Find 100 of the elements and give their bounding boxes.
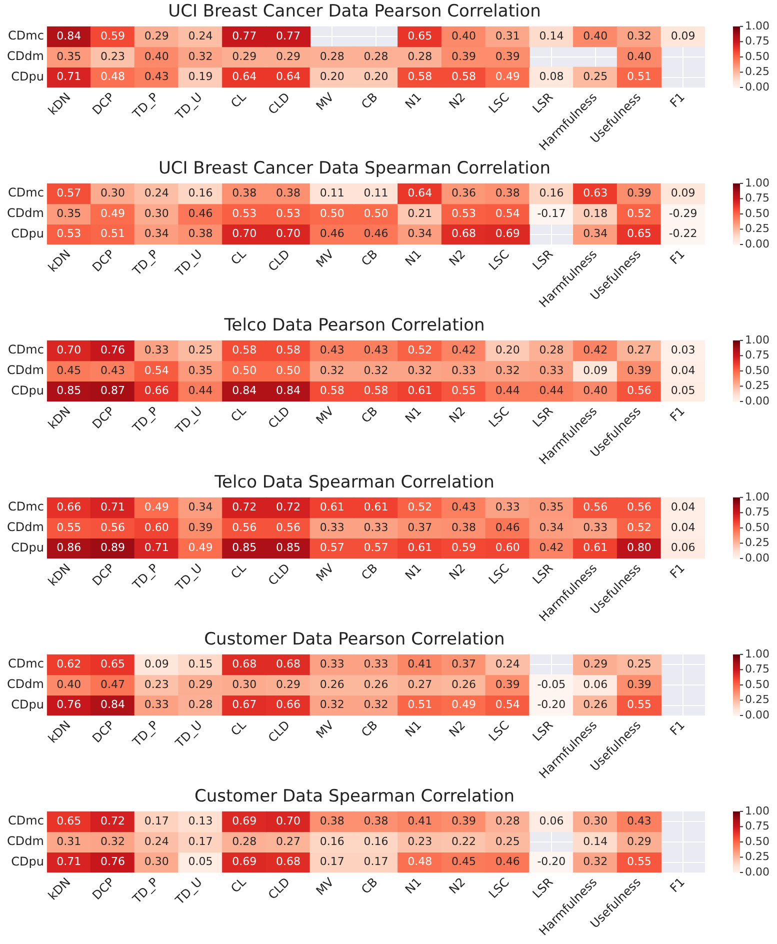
data-label: 0.33	[539, 364, 564, 377]
data-label: 0.76	[56, 698, 82, 712]
data-label: 0.28	[232, 834, 257, 848]
data-label: 0.60	[495, 541, 520, 554]
data-label: -0.20	[537, 698, 566, 712]
data-label: 0.25	[495, 834, 520, 848]
data-label: 0.34	[408, 227, 432, 240]
data-label: 0.21	[408, 206, 432, 220]
data-label: 0.11	[320, 186, 344, 200]
data-label: 0.08	[539, 70, 564, 84]
data-label: 0.84	[276, 384, 300, 398]
data-label: 0.05	[188, 855, 213, 868]
y-tick-label: CDpu	[11, 226, 44, 240]
data-label: 0.16	[364, 834, 388, 848]
data-label: 0.56	[232, 520, 257, 534]
data-label: 0.41	[408, 814, 432, 828]
data-label: 0.03	[670, 343, 696, 356]
data-label: 0.52	[626, 206, 652, 220]
data-label: -0.17	[537, 206, 566, 220]
data-label: 0.24	[144, 834, 169, 848]
data-label: 0.52	[626, 520, 652, 534]
data-label: 0.69	[232, 814, 257, 828]
color-bar-label: 1.00	[745, 19, 770, 32]
data-label: 0.20	[364, 70, 388, 84]
chart-title: Customer Data Spearman Correlation	[194, 786, 515, 807]
data-label: 0.45	[451, 855, 476, 868]
data-label: 0.57	[364, 541, 388, 554]
data-label: 0.65	[100, 657, 125, 670]
x-tick-label: CB	[358, 90, 380, 112]
color-bar-label: 1.00	[745, 647, 770, 660]
data-label: 0.04	[670, 364, 696, 377]
data-label: 0.51	[626, 70, 652, 84]
data-label: 0.04	[670, 520, 696, 534]
data-label: 0.49	[100, 206, 125, 220]
data-label: 0.85	[276, 541, 300, 554]
data-label: 0.33	[320, 657, 344, 670]
color-bar-label: 0.00	[745, 394, 770, 408]
data-label: 0.17	[320, 855, 344, 868]
data-label: 0.29	[144, 29, 169, 42]
data-label: 0.49	[495, 70, 520, 84]
data-label: 0.42	[583, 343, 608, 356]
data-label: 0.33	[144, 343, 169, 356]
data-label: 0.14	[583, 834, 608, 848]
x-tick-label: N1	[402, 874, 424, 897]
data-label: 0.39	[495, 678, 520, 691]
x-tick-label: CL	[228, 404, 249, 425]
color-bar-label: 0.25	[745, 693, 770, 706]
color-bar-label: 0.75	[745, 662, 770, 676]
color-bar-label: 0.75	[745, 348, 770, 362]
data-label: 0.76	[100, 855, 125, 868]
data-label: 0.39	[451, 814, 476, 828]
data-label: 0.56	[626, 384, 652, 398]
data-label: 0.38	[276, 186, 300, 200]
y-tick-label: CDmc	[8, 500, 44, 514]
y-tick-label: CDdm	[6, 834, 44, 848]
data-label: 0.55	[626, 698, 652, 712]
data-label: 0.24	[495, 657, 520, 670]
data-label: 0.68	[232, 657, 257, 670]
data-label: 0.66	[144, 384, 169, 398]
x-tick-label: F1	[667, 246, 688, 268]
data-label: 0.14	[539, 29, 564, 42]
data-label: -0.29	[668, 206, 698, 220]
data-label: 0.70	[276, 227, 300, 240]
color-bar-label: 0.75	[745, 192, 770, 205]
x-tick-label: CL	[228, 718, 249, 739]
data-label: 0.58	[232, 343, 257, 356]
x-tick-label: MV	[313, 246, 337, 270]
data-label: 0.32	[408, 364, 432, 377]
data-label: 0.46	[188, 206, 213, 220]
data-label: 0.66	[56, 500, 82, 514]
data-label: 0.64	[232, 70, 257, 84]
x-tick-label: CB	[358, 246, 380, 269]
data-label: 0.66	[276, 698, 300, 712]
data-label: 0.09	[670, 29, 696, 42]
data-label: 0.54	[144, 364, 169, 377]
data-label: 0.62	[56, 657, 82, 670]
data-label: 0.33	[495, 500, 520, 514]
data-label: 0.77	[232, 29, 257, 42]
data-label: 0.57	[56, 186, 82, 200]
data-label: 0.18	[583, 206, 608, 220]
data-label: 0.11	[364, 186, 388, 200]
data-label: 0.35	[188, 364, 213, 377]
color-bar-label: 1.00	[745, 804, 770, 818]
data-label: -0.22	[668, 227, 698, 240]
data-label: 0.80	[626, 541, 652, 554]
x-tick-label: N1	[402, 718, 424, 740]
data-label: 0.40	[56, 678, 82, 691]
chart-title: Telco Data Pearson Correlation	[223, 316, 485, 336]
data-label: 0.49	[451, 698, 476, 712]
color-bar-label: 0.75	[745, 34, 770, 48]
x-tick-label: CL	[228, 90, 249, 111]
data-label: 0.42	[539, 541, 564, 554]
data-label: 0.50	[364, 206, 388, 220]
data-label: 0.35	[56, 206, 82, 220]
data-label: 0.23	[100, 50, 125, 63]
data-label: 0.43	[144, 70, 169, 84]
data-label: 0.43	[320, 343, 344, 356]
data-label: 0.27	[626, 343, 652, 356]
data-label: 0.51	[100, 227, 125, 240]
data-label: 0.47	[100, 678, 125, 691]
